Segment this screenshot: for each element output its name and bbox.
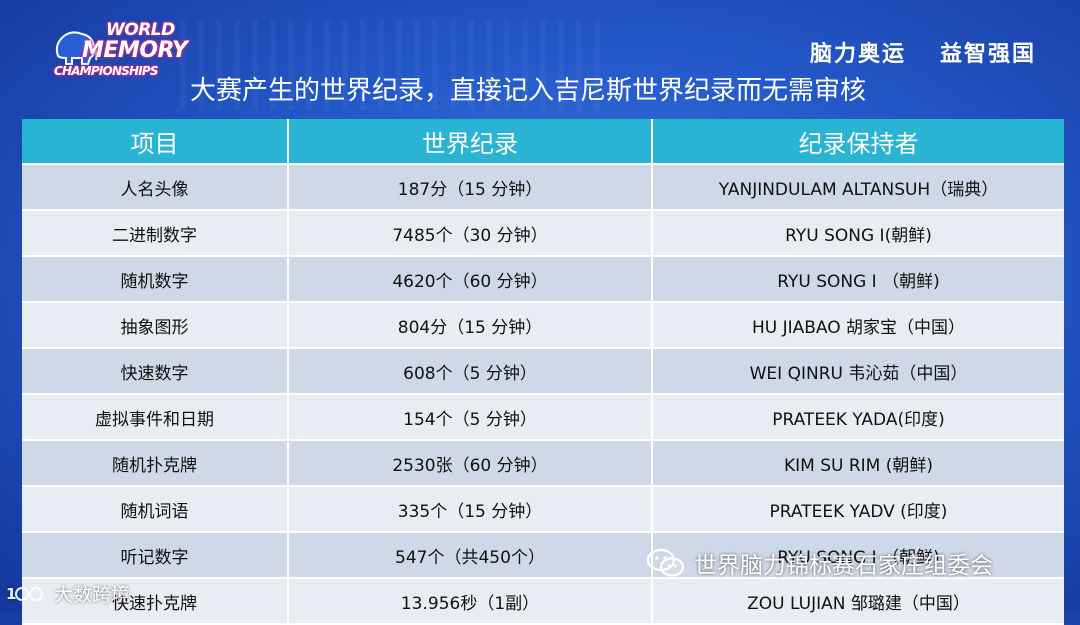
cell-event: 听记数字 [22,532,289,579]
table-row: 人名头像 187分（15 分钟） YANJINDULAM ALTANSUH（瑞典… [22,164,1064,211]
elephant-icon [55,31,98,65]
cell-record: 547个（共450个） [288,532,653,579]
svg-text:1: 1 [6,585,16,603]
wechat-watermark: 世界脑力锦标赛石家庄组委会 [646,546,993,580]
background-decoration [180,20,600,110]
table-row: 二进制数字 7485个（30 分钟） RYU SONG I(朝鲜) [22,210,1064,257]
wechat-icon [646,548,685,577]
slogan: 脑力奥运 益智强国 [810,36,1036,68]
table-row: 快速扑克牌 13.956秒（1副） ZOU LUJIAN 邹璐建（中国） [22,578,1064,625]
slogan-part-1: 脑力奥运 [809,42,906,67]
header-event: 项目 [22,119,289,165]
table-row: 随机词语 335个（15 分钟） PRATEEK YADV (印度) [22,486,1064,533]
cell-holder: RYU SONG I （朝鲜) [652,532,1064,579]
table-row: 虚拟事件和日期 154个（5 分钟） PRATEEK YADA(印度) [22,394,1064,441]
world-memory-championships-logo: WORLD MEMORY CHAMPIONSHIPS [52,16,188,82]
table-header-row: 项目 世界纪录 纪录保持者 [22,119,1064,165]
table-row: 快速数字 608个（5 分钟） WEI QINRU 韦沁茹（中国） [22,348,1064,395]
cell-event: 人名头像 [22,164,289,211]
corner-watermark-text: 大数跨境 [54,584,131,606]
slogan-part-2: 益智强国 [939,42,1036,67]
cell-event: 二进制数字 [22,210,289,257]
table-row: 抽象图形 804分（15 分钟） HU JIABAO 胡家宝（中国） [22,302,1064,349]
cell-record: 7485个（30 分钟） [288,210,653,257]
cell-event: 抽象图形 [22,302,289,349]
watermark-text: 世界脑力锦标赛石家庄组委会 [694,553,993,579]
cell-record: 4620个（60 分钟） [288,256,653,303]
logo-icon: 1 [6,585,43,603]
cell-holder: RYU SONG I （朝鲜) [652,256,1064,303]
cell-record: 154个（5 分钟） [288,394,653,441]
cell-record: 13.956秒（1副） [288,578,653,625]
cell-holder: PRATEEK YADA(印度) [652,394,1064,441]
cell-event: 随机扑克牌 [22,440,289,487]
cell-event: 虚拟事件和日期 [22,394,289,441]
corner-watermark: 1 大数跨境 [6,580,130,607]
cell-record: 187分（15 分钟） [288,164,653,211]
cell-record: 804分（15 分钟） [288,302,653,349]
cell-holder: HU JIABAO 胡家宝（中国） [652,302,1064,349]
header-record: 世界纪录 [288,119,653,165]
cell-holder: ZOU LUJIAN 邹璐建（中国） [652,578,1064,625]
cell-holder: PRATEEK YADV (印度) [652,486,1064,533]
cell-record: 608个（5 分钟） [288,348,653,395]
cell-holder: KIM SU RIM (朝鲜) [652,440,1064,487]
header-holder: 纪录保持者 [652,119,1064,165]
page-title: 大赛产生的世界纪录，直接记入吉尼斯世界纪录而无需审核 [190,76,867,106]
logo-line-championships: CHAMPIONSHIPS [54,64,159,78]
cell-record: 2530张（60 分钟） [288,440,653,487]
cell-event: 随机数字 [22,256,289,303]
cell-record: 335个（15 分钟） [288,486,653,533]
table-row: 随机扑克牌 2530张（60 分钟） KIM SU RIM (朝鲜) [22,440,1064,487]
cell-holder: WEI QINRU 韦沁茹（中国） [652,348,1064,395]
logo-line-memory: MEMORY [82,38,188,63]
table-row: 随机数字 4620个（60 分钟） RYU SONG I （朝鲜) [22,256,1064,303]
cell-holder: RYU SONG I(朝鲜) [652,210,1064,257]
logo-line-world: WORLD [106,20,175,40]
cell-holder: YANJINDULAM ALTANSUH（瑞典） [652,164,1064,211]
cell-event: 快速数字 [22,348,289,395]
cell-event: 随机词语 [22,486,289,533]
